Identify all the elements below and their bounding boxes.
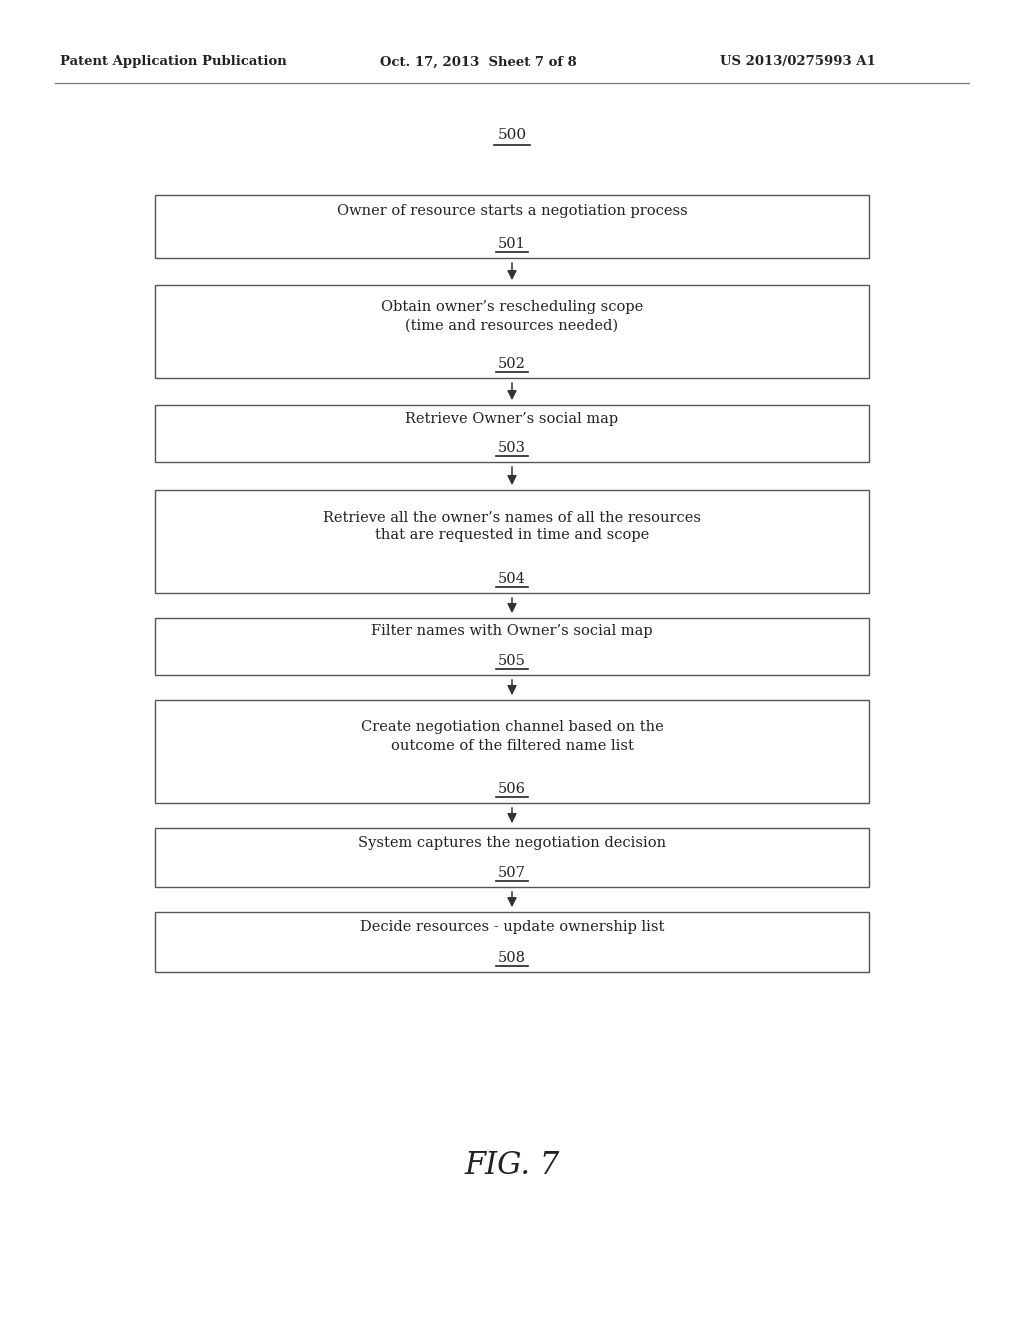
Bar [155, 405, 869, 462]
Text: Filter names with Owner’s social map: Filter names with Owner’s social map [371, 624, 653, 639]
Text: Decide resources - update ownership list: Decide resources - update ownership list [359, 920, 665, 935]
Bar [155, 700, 869, 803]
Text: US 2013/0275993 A1: US 2013/0275993 A1 [720, 55, 876, 69]
Text: 502: 502 [498, 356, 526, 371]
Text: Create negotiation channel based on the: Create negotiation channel based on the [360, 721, 664, 734]
Text: 503: 503 [498, 441, 526, 455]
Text: 505: 505 [498, 653, 526, 668]
Bar [155, 828, 869, 887]
Bar [155, 490, 869, 593]
Text: (time and resources needed): (time and resources needed) [406, 318, 618, 333]
Text: System captures the negotiation decision: System captures the negotiation decision [358, 836, 666, 850]
Text: that are requested in time and scope: that are requested in time and scope [375, 528, 649, 543]
Text: Oct. 17, 2013  Sheet 7 of 8: Oct. 17, 2013 Sheet 7 of 8 [380, 55, 577, 69]
Text: outcome of the filtered name list: outcome of the filtered name list [390, 738, 634, 752]
Bar [155, 618, 869, 675]
Text: 504: 504 [498, 572, 526, 586]
Text: 508: 508 [498, 950, 526, 965]
Text: Obtain owner’s rescheduling scope: Obtain owner’s rescheduling scope [381, 301, 643, 314]
Bar [155, 195, 869, 257]
Text: Retrieve all the owner’s names of all the resources: Retrieve all the owner’s names of all th… [323, 511, 701, 524]
Text: FIG. 7: FIG. 7 [464, 1150, 560, 1180]
Text: Owner of resource starts a negotiation process: Owner of resource starts a negotiation p… [337, 205, 687, 219]
Text: Retrieve Owner’s social map: Retrieve Owner’s social map [406, 412, 618, 425]
Text: 501: 501 [498, 238, 526, 251]
Bar [155, 912, 869, 972]
Bar [155, 285, 869, 378]
Text: 506: 506 [498, 781, 526, 796]
Text: Patent Application Publication: Patent Application Publication [60, 55, 287, 69]
Text: 507: 507 [498, 866, 526, 880]
Text: 500: 500 [498, 128, 526, 143]
